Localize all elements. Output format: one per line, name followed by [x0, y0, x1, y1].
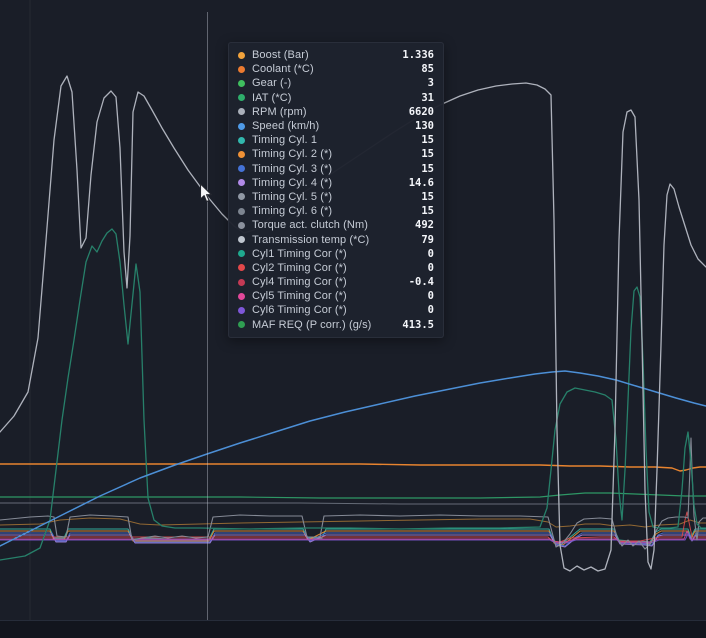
- tooltip-row: Cyl2 Timing Cor (*) 0: [238, 261, 434, 275]
- tooltip-row: Cyl5 Timing Cor (*) 0: [238, 289, 434, 303]
- series-value: 1.336: [402, 49, 434, 62]
- series-label: Timing Cyl. 6 (*): [252, 205, 333, 218]
- series-color-dot: [238, 108, 245, 116]
- series-value: 14.6: [408, 176, 434, 189]
- tooltip-row: Timing Cyl. 2 (*) 15: [238, 147, 434, 161]
- series-color-dot: [238, 79, 245, 87]
- series-value: 0: [427, 247, 434, 260]
- series-timing-cyl-4: [0, 534, 706, 548]
- series-value: 85: [421, 63, 434, 76]
- series-color-dot: [238, 165, 245, 173]
- series-color-dot: [238, 179, 245, 187]
- series-label: Timing Cyl. 4 (*): [252, 176, 333, 189]
- series-color-dot: [238, 207, 245, 215]
- hover-tooltip: Boost (Bar) 1.336 Coolant (*C) 85 Gear (-) 3 I…: [228, 42, 444, 338]
- series-value: 0: [427, 304, 434, 317]
- series-value: 6620: [408, 105, 434, 118]
- tooltip-row: Cyl6 Timing Cor (*) 0: [238, 303, 434, 317]
- series-value: 0: [427, 290, 434, 303]
- tooltip-row: RPM (rpm) 6620: [238, 105, 434, 119]
- tooltip-row: Gear (-) 3: [238, 76, 434, 90]
- series-iat: [0, 492, 706, 499]
- tooltip-row: Speed (km/h) 130: [238, 119, 434, 133]
- series-speed: [0, 370, 706, 547]
- tooltip-row: Transmission temp (*C) 79: [238, 232, 434, 246]
- mouse-cursor-icon: [199, 183, 213, 203]
- series-label: Coolant (*C): [252, 63, 314, 76]
- series-label: Timing Cyl. 5 (*): [252, 190, 333, 203]
- series-color-dot: [238, 65, 245, 73]
- series-value: 15: [421, 205, 434, 218]
- series-cyl-timing-cor-magenta: [0, 530, 706, 543]
- series-color-dot: [238, 136, 245, 144]
- tooltip-row: Timing Cyl. 4 (*) 14.6: [238, 176, 434, 190]
- series-label: IAT (*C): [252, 91, 292, 104]
- series-label: Cyl5 Timing Cor (*): [252, 290, 347, 303]
- series-value: 31: [421, 91, 434, 104]
- series-color-dot: [238, 278, 245, 286]
- series-label: Timing Cyl. 3 (*): [252, 162, 333, 175]
- series-label: Cyl2 Timing Cor (*): [252, 261, 347, 274]
- series-color-dot: [238, 236, 245, 244]
- tooltip-row: IAT (*C) 31: [238, 91, 434, 105]
- series-color-dot: [238, 321, 245, 329]
- series-rpm: [0, 75, 706, 572]
- series-value: -0.4: [408, 276, 434, 289]
- tooltip-row: Timing Cyl. 6 (*) 15: [238, 204, 434, 218]
- timeline-strip[interactable]: [0, 620, 706, 638]
- series-color-dot: [238, 221, 245, 229]
- series-label: Cyl4 Timing Cor (*): [252, 276, 347, 289]
- series-coolant: [0, 463, 706, 472]
- series-label: RPM (rpm): [252, 105, 307, 118]
- series-label: Cyl6 Timing Cor (*): [252, 304, 347, 317]
- series-boost: [0, 517, 706, 528]
- tooltip-row: Timing Cyl. 1 15: [238, 133, 434, 147]
- series-value: 15: [421, 148, 434, 161]
- series-value: 15: [421, 190, 434, 203]
- series-value: 3: [427, 77, 434, 90]
- series-transmission-temp: [0, 502, 706, 505]
- series-value: 15: [421, 162, 434, 175]
- tooltip-row: Torque act. clutch (Nm) 492: [238, 218, 434, 232]
- series-value: 130: [415, 120, 434, 133]
- crosshair-cursor-line: [207, 12, 208, 620]
- series-maf-req: [0, 228, 706, 561]
- series-color-dot: [238, 193, 245, 201]
- series-value: 15: [421, 134, 434, 147]
- tooltip-row: Timing Cyl. 3 (*) 15: [238, 162, 434, 176]
- series-color-dot: [238, 51, 245, 59]
- tooltip-row: Cyl1 Timing Cor (*) 0: [238, 247, 434, 261]
- series-cyl-timing-cor-purple: [0, 533, 706, 544]
- series-value: 79: [421, 233, 434, 246]
- tooltip-row: Coolant (*C) 85: [238, 62, 434, 76]
- series-cyl-timing-cor-red: [0, 511, 706, 543]
- tooltip-row: Cyl4 Timing Cor (*) -0.4: [238, 275, 434, 289]
- series-label: Torque act. clutch (Nm): [252, 219, 369, 232]
- series-label: Transmission temp (*C): [252, 233, 370, 246]
- series-label: Timing Cyl. 2 (*): [252, 148, 333, 161]
- series-color-dot: [238, 306, 245, 314]
- series-label: MAF REQ (P corr.) (g/s): [252, 318, 372, 331]
- series-color-dot: [238, 292, 245, 300]
- tooltip-row: Boost (Bar) 1.336: [238, 48, 434, 62]
- series-color-dot: [238, 122, 245, 130]
- series-label: Boost (Bar): [252, 49, 309, 62]
- series-timing-cyl-3: [0, 532, 706, 547]
- series-value: 413.5: [402, 318, 434, 331]
- series-label: Gear (-): [252, 77, 292, 90]
- tooltip-row: Timing Cyl. 5 (*) 15: [238, 190, 434, 204]
- series-color-dot: [238, 264, 245, 272]
- series-value: 0: [427, 261, 434, 274]
- series-value: 492: [415, 219, 434, 232]
- series-label: Timing Cyl. 1: [252, 134, 318, 147]
- series-color-dot: [238, 150, 245, 158]
- series-label: Cyl1 Timing Cor (*): [252, 247, 347, 260]
- series-label: Speed (km/h): [252, 120, 320, 133]
- series-color-dot: [238, 94, 245, 102]
- tooltip-row: MAF REQ (P corr.) (g/s) 413.5: [238, 318, 434, 332]
- series-color-dot: [238, 250, 245, 258]
